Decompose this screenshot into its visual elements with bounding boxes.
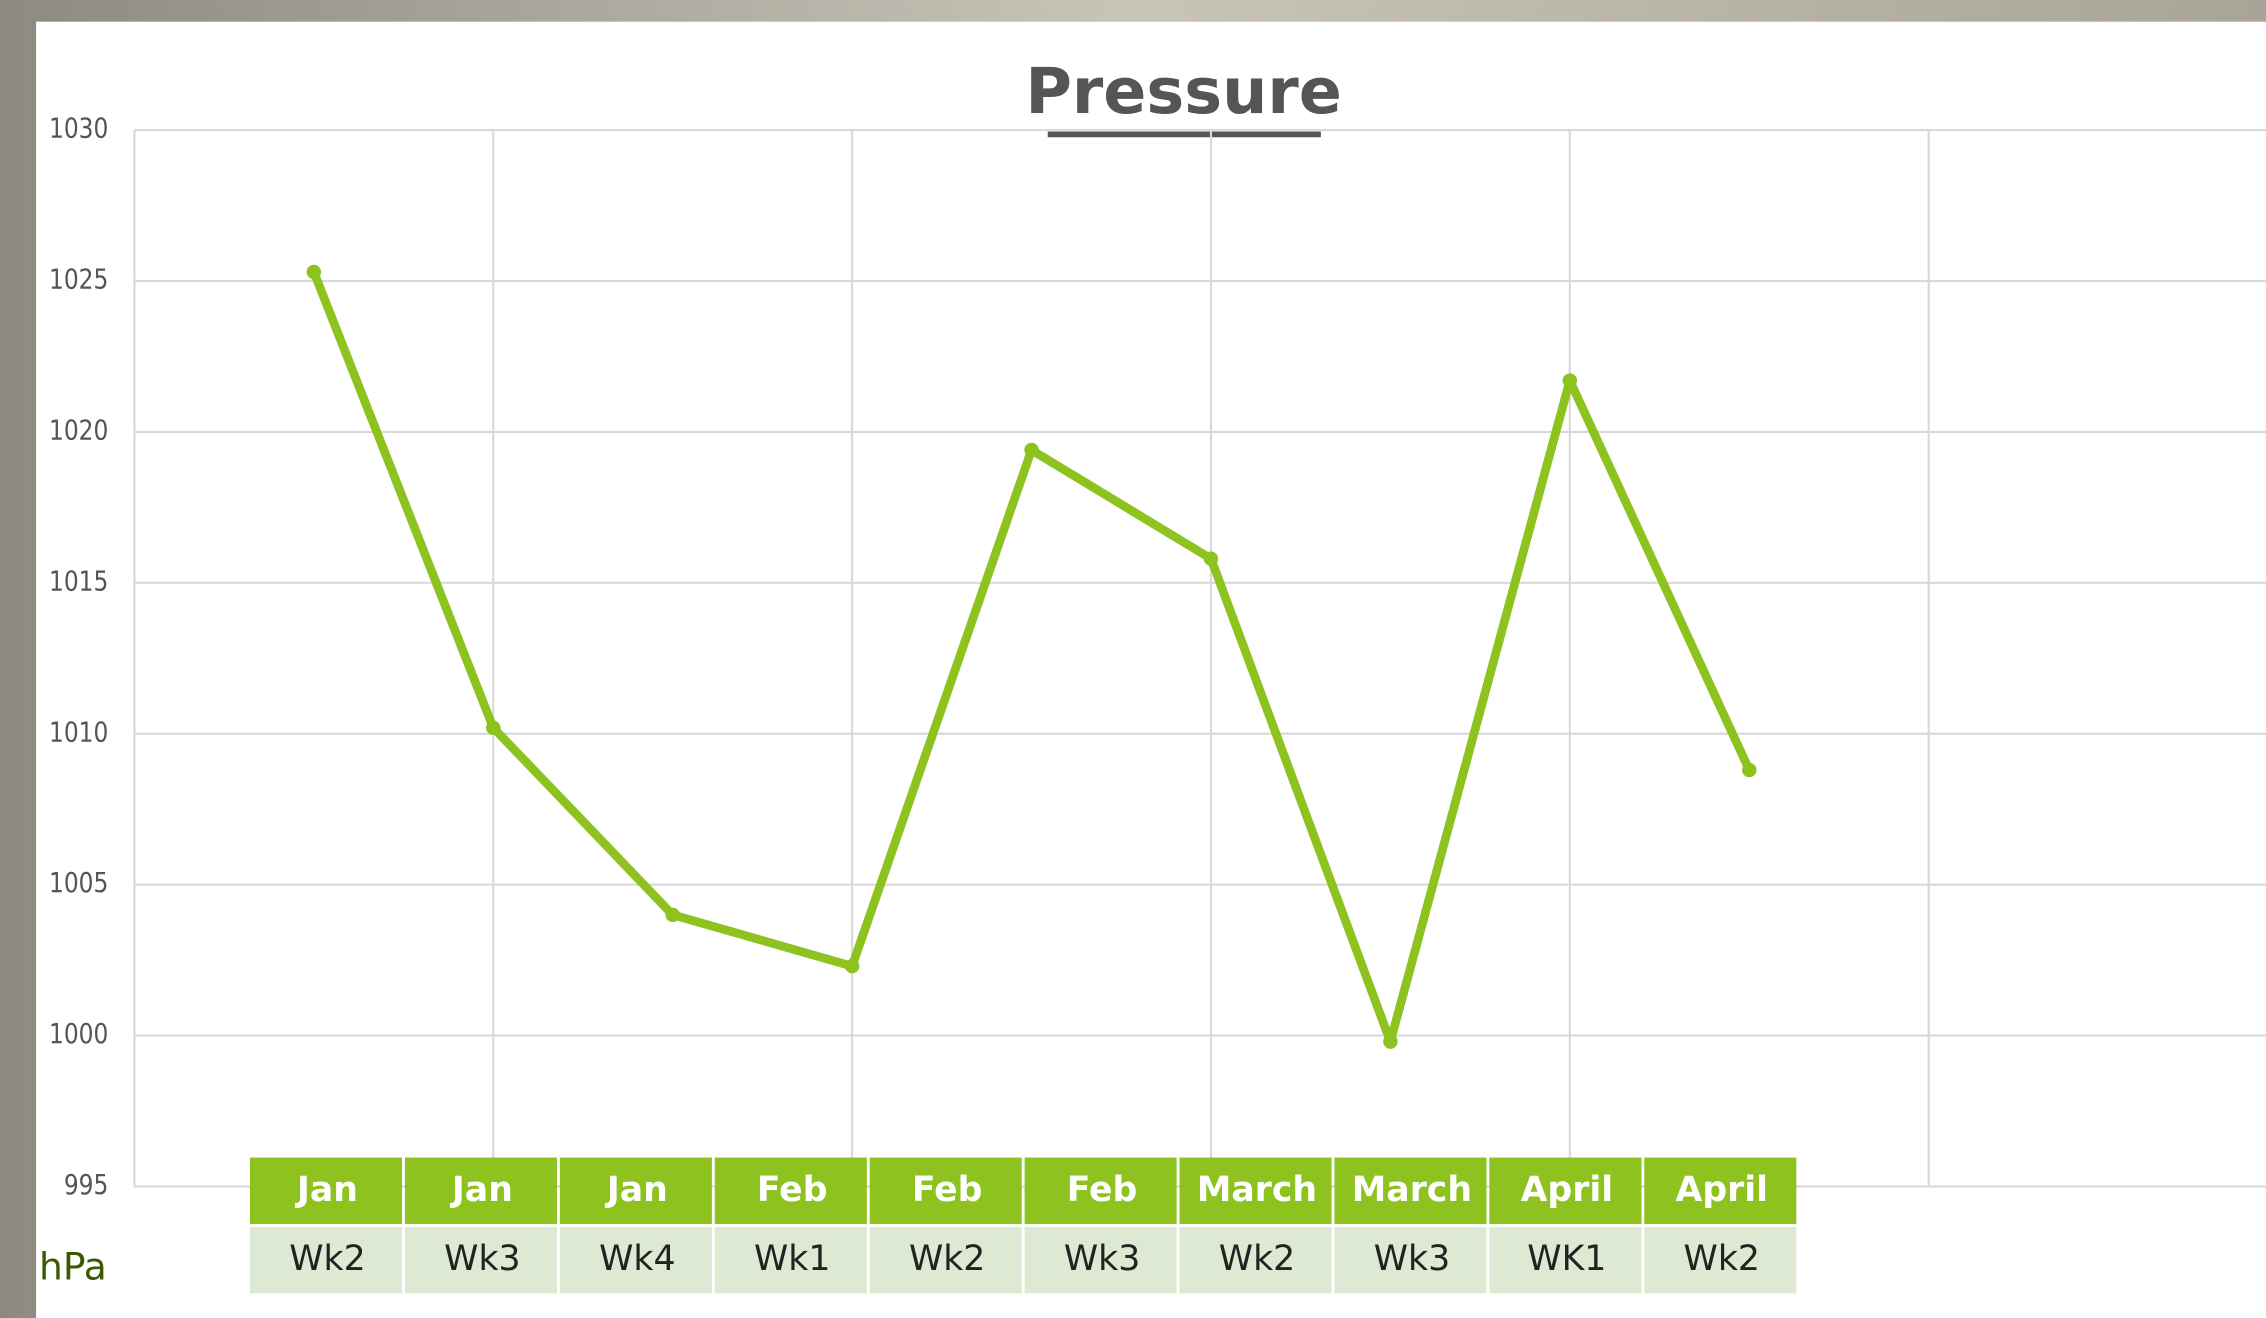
point bbox=[1563, 373, 1577, 387]
point bbox=[1024, 443, 1038, 457]
table-cell-text: Wk2 bbox=[1684, 1239, 1760, 1279]
table-cell-text: April bbox=[1675, 1170, 1768, 1210]
point bbox=[486, 720, 500, 734]
y-tick-label: 995 bbox=[64, 1169, 109, 1201]
table-cell-text: Wk1 bbox=[754, 1239, 830, 1279]
point bbox=[845, 959, 859, 973]
table-cell-text: Wk3 bbox=[1374, 1239, 1450, 1279]
y-tick-label: 1000 bbox=[49, 1018, 108, 1050]
y-tick-label: 1020 bbox=[49, 415, 108, 447]
chart-title: Pressure bbox=[1025, 54, 1342, 128]
y-tick-label: 1025 bbox=[49, 264, 108, 296]
table-cell-text: Wk3 bbox=[444, 1239, 520, 1279]
table-cell-text: Wk4 bbox=[599, 1239, 675, 1279]
chart: Pressure hPa 995 1000 1005 1010 1015 1020 1025… bbox=[0, 0, 2266, 1318]
table-cell-text: Wk3 bbox=[1064, 1239, 1140, 1279]
y-tick-label: 1030 bbox=[49, 113, 108, 145]
y-tick-label: 1005 bbox=[49, 867, 108, 899]
point bbox=[307, 265, 321, 279]
table-cell-text: Feb bbox=[1067, 1170, 1138, 1210]
table-cell-text: Jan bbox=[295, 1170, 358, 1210]
table-cell-text: Feb bbox=[757, 1170, 828, 1210]
table-cell-text: Wk2 bbox=[289, 1239, 365, 1279]
point bbox=[1204, 551, 1218, 565]
y-axis-label: hPa bbox=[39, 1244, 107, 1288]
table-cell-text: March bbox=[1197, 1170, 1317, 1210]
table-cell-text: Wk2 bbox=[1219, 1239, 1295, 1279]
table-cell-text: Feb bbox=[912, 1170, 983, 1210]
point bbox=[665, 908, 679, 922]
y-tick-label: 1010 bbox=[49, 716, 108, 748]
table-cell-text: March bbox=[1352, 1170, 1472, 1210]
point bbox=[1383, 1034, 1397, 1048]
table-cell-text: WK1 bbox=[1527, 1239, 1606, 1279]
page: Pressure hPa 995 1000 1005 1010 1015 1020 1025… bbox=[0, 0, 2266, 1318]
point bbox=[1742, 763, 1756, 777]
table-cell-text: Wk2 bbox=[909, 1239, 985, 1279]
table-cell-text: Jan bbox=[605, 1170, 668, 1210]
panel bbox=[36, 22, 2266, 1318]
table-cell-text: April bbox=[1521, 1170, 1614, 1210]
table-cell-text: Jan bbox=[450, 1170, 513, 1210]
y-tick-label: 1015 bbox=[49, 566, 108, 598]
